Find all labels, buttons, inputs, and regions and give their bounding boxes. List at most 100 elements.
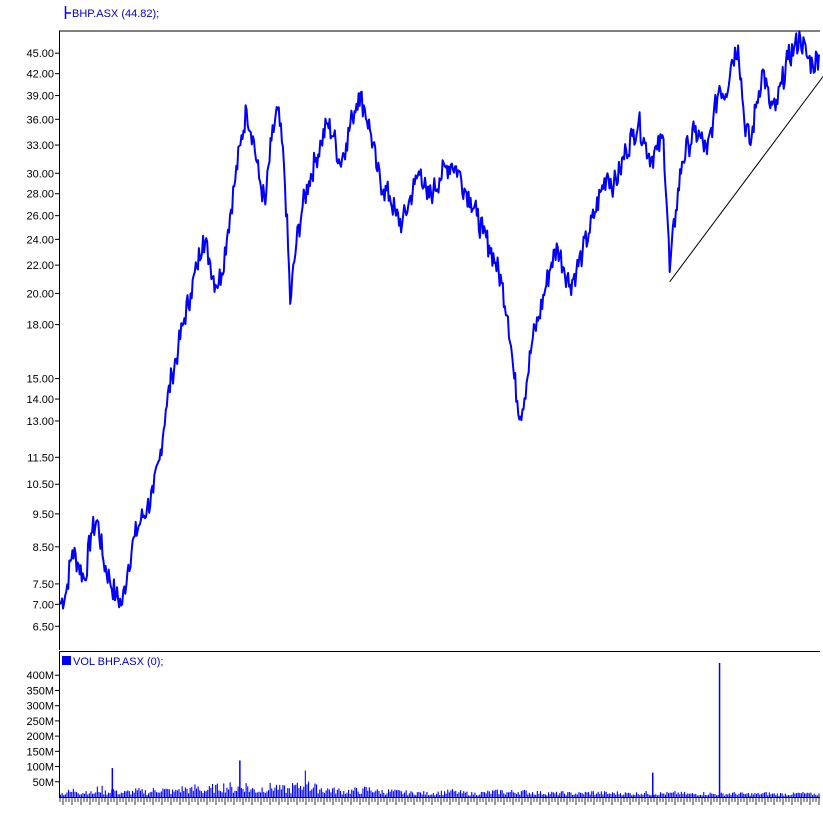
volume-bar [653, 794, 655, 797]
volume-bar [500, 790, 502, 797]
volume-bar [191, 786, 193, 797]
volume-bar [440, 790, 442, 797]
volume-bar [277, 789, 279, 797]
volume-bar [656, 795, 658, 797]
volume-bar [610, 794, 612, 797]
price-tick-label: 6.50 [33, 621, 54, 633]
volume-bar [701, 795, 703, 797]
volume-bar [613, 793, 615, 797]
volume-bar [466, 791, 468, 797]
volume-bar [124, 791, 126, 797]
volume-bar [759, 794, 761, 797]
volume-bar [109, 793, 111, 797]
volume-bar [64, 794, 66, 797]
volume-bar [612, 792, 614, 797]
volume-bar [736, 795, 738, 797]
volume-bar [306, 784, 308, 797]
volume-bar [676, 794, 678, 797]
volume-bar [282, 785, 284, 797]
volume-bar [72, 788, 74, 797]
volume-bar [119, 794, 121, 797]
volume-tick-label: 350M [26, 685, 54, 697]
volume-bar [781, 793, 783, 797]
volume-bar [384, 794, 386, 797]
volume-bar [328, 789, 330, 797]
volume-bar [327, 788, 329, 797]
price-tick-label: 9.50 [33, 509, 54, 521]
volume-bar [240, 787, 242, 797]
volume-bar [170, 793, 172, 797]
volume-bar [253, 789, 255, 797]
volume-bar [252, 788, 254, 797]
volume-bar [743, 793, 745, 797]
volume-bar [456, 793, 458, 797]
volume-bar [474, 792, 476, 797]
volume-spike-bar [239, 760, 241, 797]
volume-bar [221, 792, 223, 797]
volume-bar [290, 793, 292, 797]
volume-bar [760, 793, 762, 797]
volume-legend-swatch [62, 656, 71, 665]
volume-bar [631, 795, 633, 797]
volume-bar [92, 793, 94, 797]
volume-bar [296, 782, 298, 797]
volume-bar [432, 793, 434, 797]
volume-bar [468, 795, 470, 797]
volume-bar [450, 790, 452, 797]
volume-bar [250, 789, 252, 797]
volume-bar [700, 794, 702, 797]
volume-bar [685, 794, 687, 797]
volume-bar [298, 788, 300, 797]
volume-bar [480, 791, 482, 797]
volume-bar [607, 794, 609, 797]
volume-bar [780, 793, 782, 797]
volume-bar [604, 791, 606, 797]
volume-bar [212, 784, 214, 797]
volume-bar [634, 794, 636, 797]
volume-bar [338, 788, 340, 797]
volume-bar [615, 794, 617, 797]
volume-bar [388, 789, 390, 797]
volume-bar [196, 788, 198, 797]
volume-bar [444, 791, 446, 797]
volume-bar [717, 795, 719, 797]
volume-bar [276, 784, 278, 797]
volume-bar [472, 794, 474, 797]
volume-bar [77, 793, 79, 797]
volume-bar [626, 793, 628, 797]
volume-bar [397, 790, 399, 797]
volume-bar [639, 795, 641, 797]
volume-bar [698, 795, 700, 797]
volume-bar [813, 793, 815, 797]
volume-bar [197, 786, 199, 797]
volume-bar [317, 793, 319, 797]
volume-bar [778, 795, 780, 797]
volume-bar [218, 790, 220, 797]
volume-bar [204, 790, 206, 797]
volume-bar [733, 792, 735, 797]
volume-bar [159, 792, 161, 797]
volume-bar [434, 795, 436, 797]
volume-bar [173, 791, 175, 797]
volume-bar [538, 793, 540, 797]
volume-bar [740, 792, 742, 797]
volume-bar [637, 794, 639, 797]
volume-legend-label: VOL BHP.ASX (0); [73, 656, 163, 668]
volume-bar [66, 792, 68, 797]
volume-bar [575, 793, 577, 797]
volume-bar [146, 795, 148, 797]
volume-bar [799, 793, 801, 797]
trendline-group [669, 75, 823, 283]
volume-bar [554, 793, 556, 797]
volume-bar [746, 793, 748, 797]
volume-bar [263, 792, 265, 797]
volume-bar [687, 793, 689, 797]
volume-bar [288, 788, 290, 797]
price-tick-label: 39.00 [26, 91, 54, 103]
volume-bar [511, 790, 513, 797]
volume-bar [624, 792, 626, 797]
volume-bar [447, 789, 449, 797]
volume-bar [223, 783, 225, 797]
